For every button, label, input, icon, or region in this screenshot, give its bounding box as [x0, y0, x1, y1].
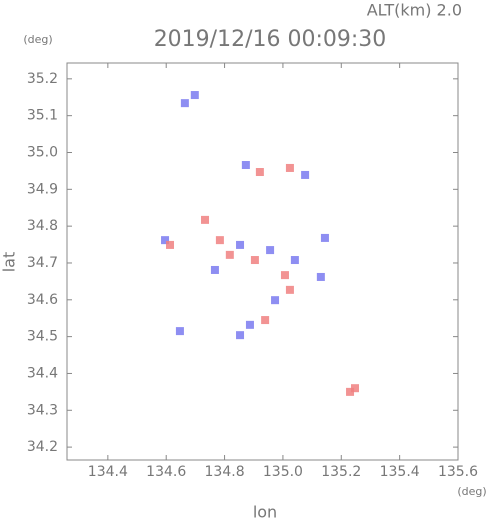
echo-point	[250, 256, 259, 265]
y-tick-label: 34.4	[27, 365, 58, 381]
y-unit: (deg)	[23, 33, 52, 46]
echo-point	[346, 387, 355, 396]
echo-point	[350, 384, 359, 393]
y-tick-label: 34.8	[27, 218, 58, 234]
y-tick-label: 35.2	[27, 71, 58, 87]
echo-point	[236, 331, 245, 340]
echo-point	[280, 271, 289, 280]
echo-point	[236, 240, 245, 249]
y-tick-label: 34.6	[27, 292, 58, 308]
echo-point	[175, 327, 184, 336]
echo-point	[180, 99, 189, 108]
y-tick-label: 35.0	[27, 144, 58, 160]
echo-point	[190, 91, 199, 100]
y-tick-label: 34.5	[27, 329, 58, 345]
echo-point	[316, 272, 325, 281]
y-tick-label: 34.7	[27, 255, 58, 271]
y-axis-label: lat	[0, 252, 19, 273]
echo-point	[166, 240, 175, 249]
y-tick-label: 34.2	[27, 439, 58, 455]
x-tick-label: 134.6	[146, 464, 186, 480]
echo-point	[201, 215, 210, 224]
chart-title: 2019/12/16 00:09:30	[154, 27, 387, 52]
x-unit: (deg)	[457, 485, 486, 498]
echo-point	[161, 236, 170, 245]
y-tick-label: 34.9	[27, 181, 58, 197]
echo-point	[320, 233, 329, 242]
echo-point	[255, 168, 264, 177]
y-tick-label: 34.3	[27, 402, 58, 418]
echo-point	[290, 256, 299, 265]
echo-point	[271, 296, 280, 305]
echo-point	[266, 246, 275, 255]
echo-point	[245, 320, 254, 329]
x-axis-label: lon	[253, 503, 277, 522]
echo-point	[241, 161, 250, 170]
x-tick-label: 135.4	[380, 464, 420, 480]
echo-point	[285, 285, 294, 294]
chart-subtitle: ALT(km) 2.0	[367, 1, 462, 20]
y-tick-label: 35.1	[27, 108, 58, 124]
echo-point	[285, 163, 294, 172]
echo-point	[261, 316, 270, 325]
x-tick-label: 135.6	[438, 464, 478, 480]
x-tick-label: 135.2	[321, 464, 361, 480]
plot-frame	[66, 62, 459, 461]
echo-point	[215, 236, 224, 245]
x-tick-label: 135.0	[263, 464, 303, 480]
x-tick-label: 134.8	[205, 464, 245, 480]
x-tick-label: 134.4	[88, 464, 128, 480]
echo-point	[210, 265, 219, 274]
echo-point	[301, 170, 310, 179]
echo-point	[225, 250, 234, 259]
